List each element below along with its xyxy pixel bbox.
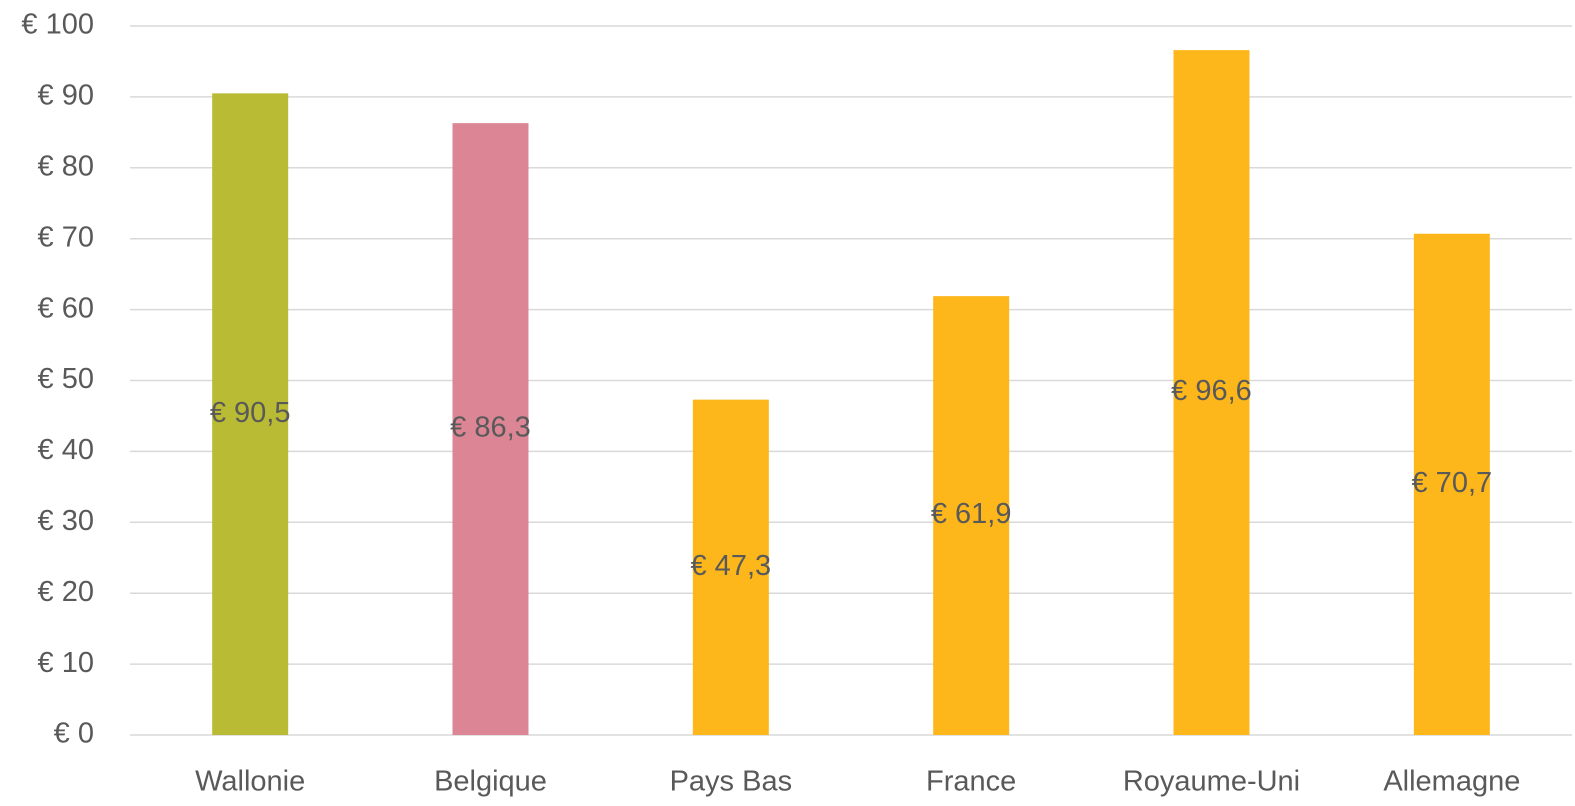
value-label: € 90,5 [210,397,291,429]
value-label: € 70,7 [1412,467,1493,499]
y-tick-label: € 60 [38,292,94,324]
x-tick-label: Royaume-Uni [1123,766,1300,798]
bar [933,296,1010,735]
y-tick-label: € 30 [38,505,94,537]
y-tick-label: € 70 [38,221,94,253]
x-tick-label: Wallonie [195,766,305,798]
bar [692,399,769,735]
bar [1173,50,1250,735]
value-label: € 47,3 [691,550,772,582]
y-tick-label: € 0 [54,718,94,750]
x-tick-label: France [926,766,1016,798]
bar [212,93,289,736]
y-tick-label: € 80 [38,150,94,182]
bar [452,123,529,736]
y-tick-label: € 90 [38,80,94,112]
y-tick-label: € 40 [38,434,94,466]
value-label: € 86,3 [450,412,531,444]
x-tick-label: Allemagne [1383,766,1520,798]
value-label: € 96,6 [1171,375,1252,407]
y-tick-label: € 50 [38,363,94,395]
y-tick-label: € 20 [38,576,94,608]
value-label: € 61,9 [931,498,1012,530]
y-tick-label: € 100 [21,9,94,41]
bar [1413,233,1490,735]
x-tick-label: Pays Bas [670,766,793,798]
x-tick-label: Belgique [434,766,547,798]
y-tick-label: € 10 [38,647,94,679]
